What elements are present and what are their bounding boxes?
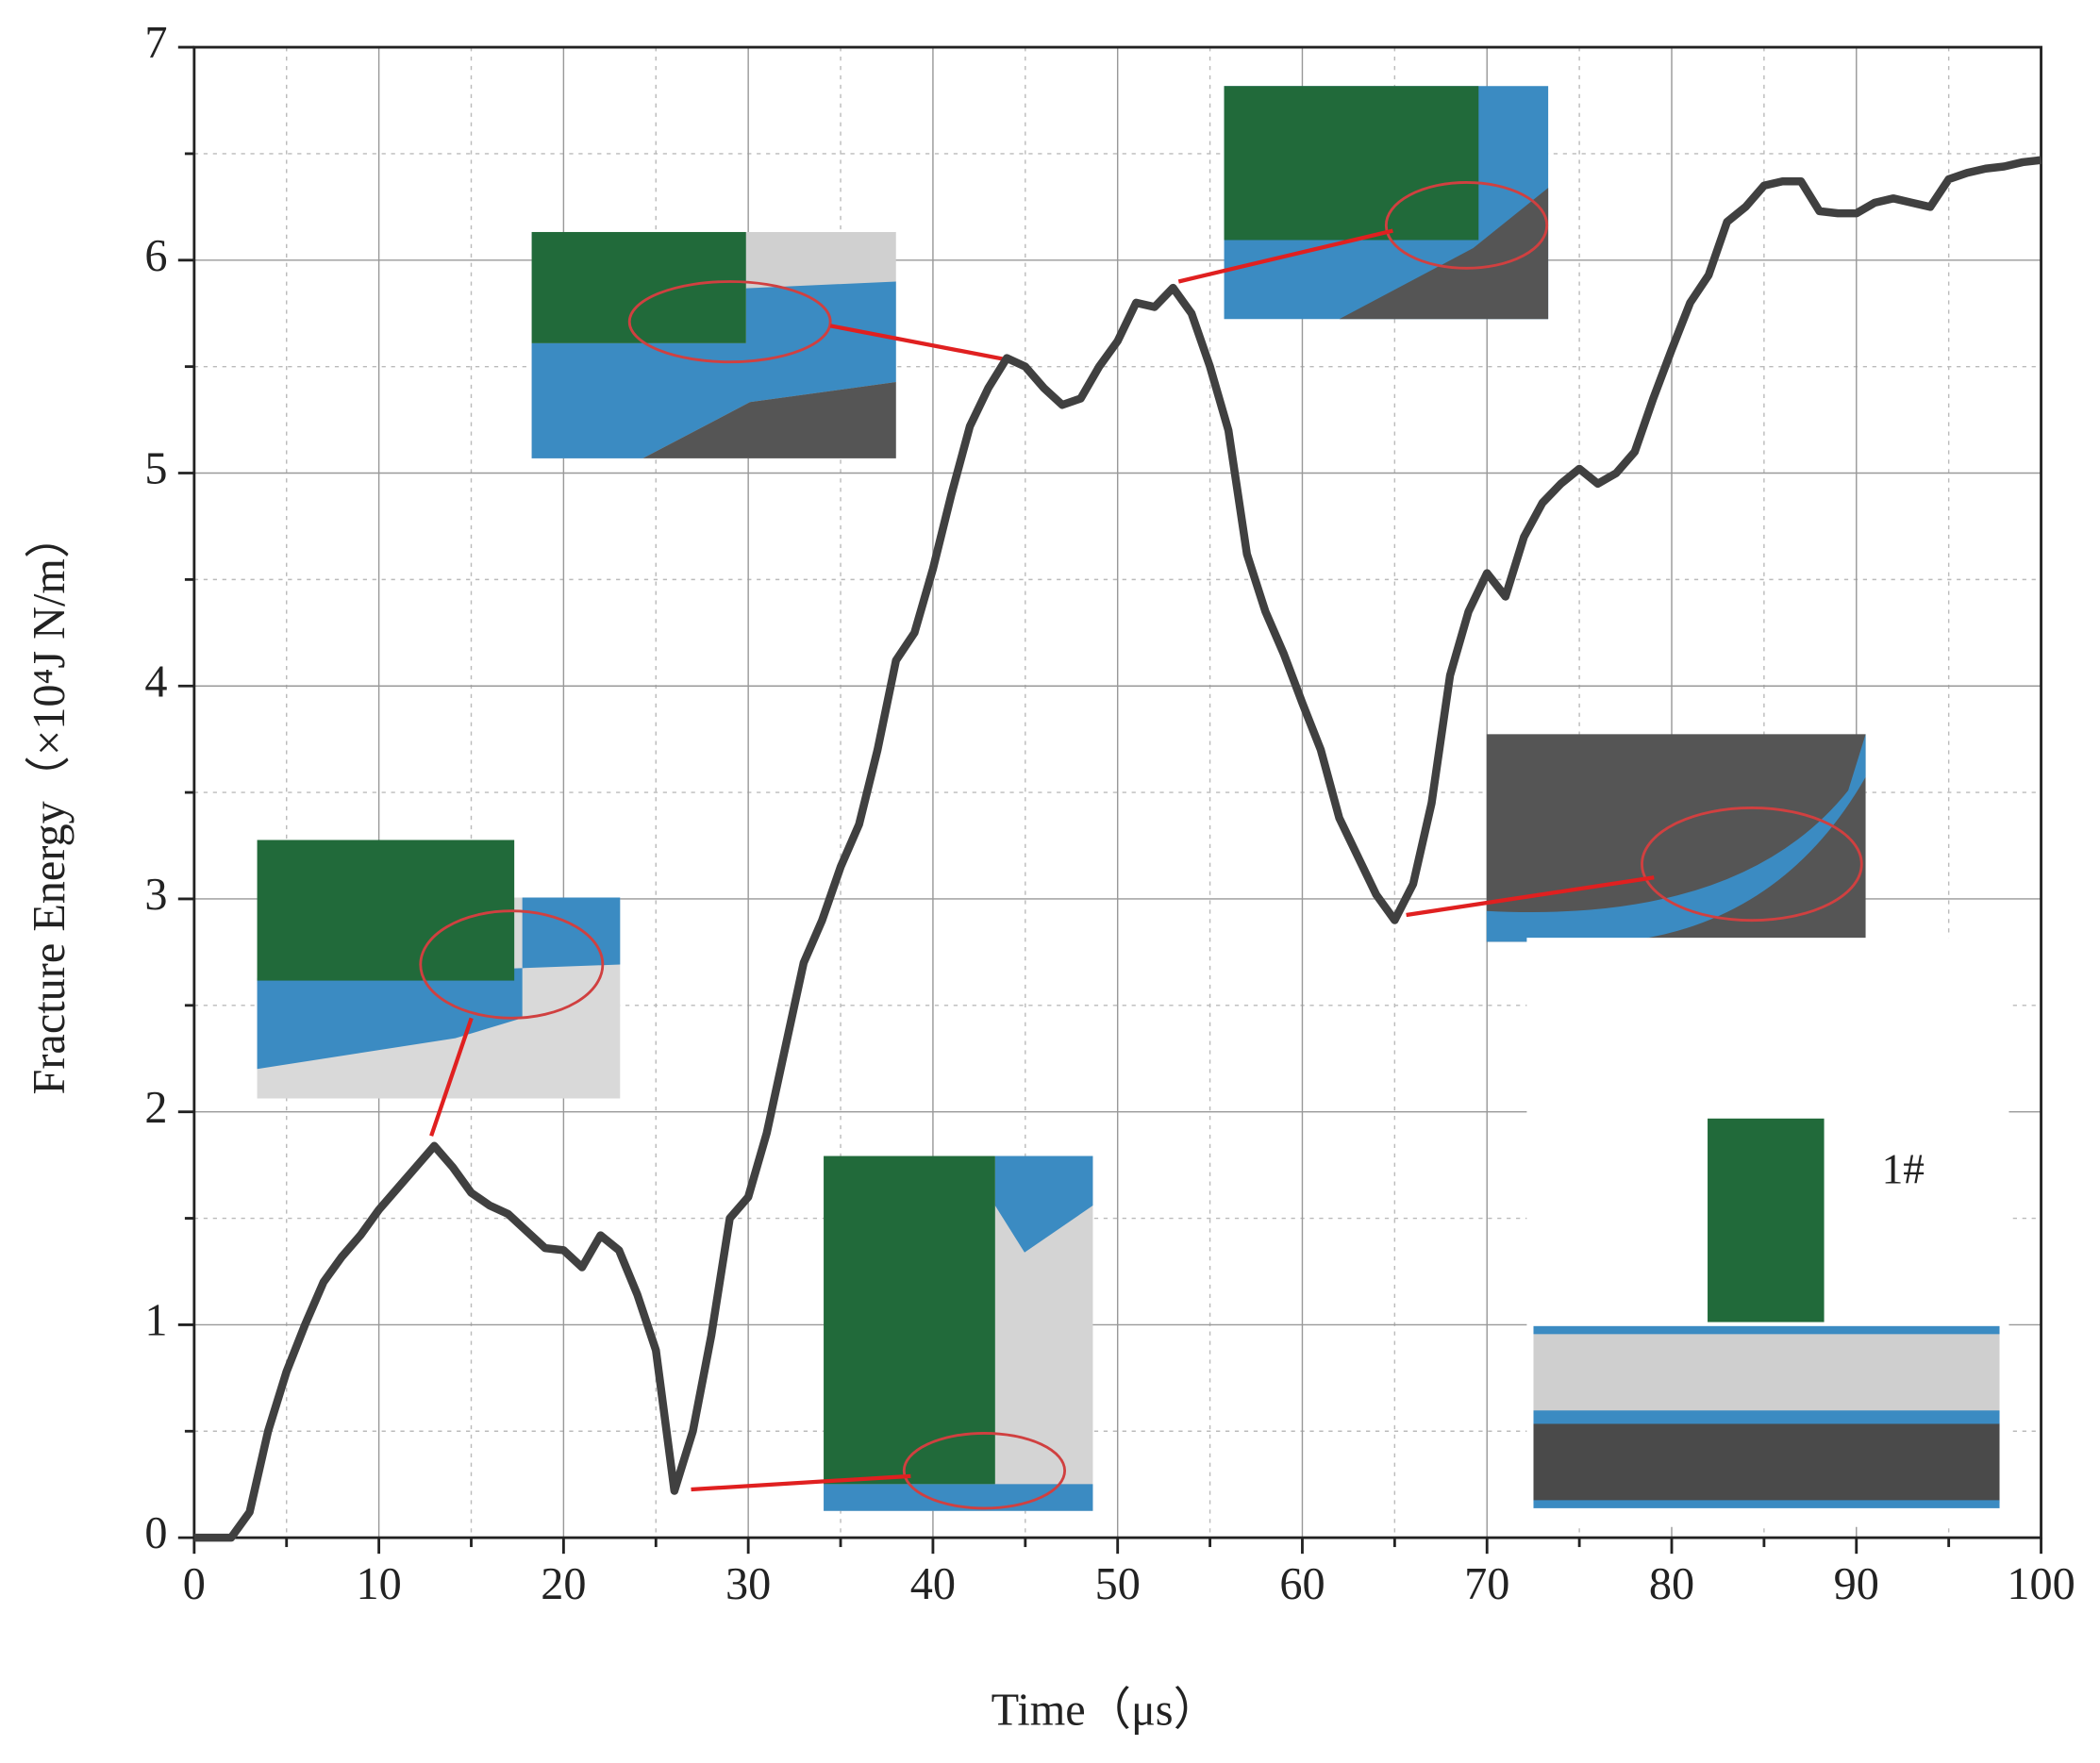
schematic-core xyxy=(1533,1422,2000,1504)
highlight xyxy=(902,1431,1067,1510)
highlight xyxy=(627,280,832,364)
highlight xyxy=(1641,807,1863,923)
x-tick-label: 50 xyxy=(1095,1559,1141,1609)
inset-block xyxy=(257,840,515,981)
x-tick-label: 80 xyxy=(1649,1559,1694,1609)
highlight xyxy=(1384,181,1549,270)
inset-layer xyxy=(1339,188,1549,320)
inset-block xyxy=(824,1156,995,1485)
schematic-block xyxy=(1708,1118,1825,1322)
leader xyxy=(1177,228,1393,284)
schematic-face xyxy=(1533,1410,2000,1424)
x-axis-label: Time（μs） xyxy=(992,1686,1219,1736)
insets: 1# xyxy=(257,86,2009,1527)
x-tick-label: 10 xyxy=(356,1559,401,1609)
leader xyxy=(829,324,1006,361)
x-tick-label: 20 xyxy=(541,1559,586,1609)
plot: 0 10 20 30 40 50 60 70 80 90 100 0 1 2 3 4 5 6 7 xyxy=(144,18,2075,1609)
inset-layer xyxy=(1486,734,1866,942)
annotation: 1# xyxy=(1882,1145,1925,1192)
x-tick-label: 40 xyxy=(910,1559,956,1609)
inset-layer xyxy=(642,381,896,458)
x-tick-label: 90 xyxy=(1834,1559,1879,1609)
data-line xyxy=(193,156,2042,1542)
x-tick-label: 60 xyxy=(1279,1559,1325,1609)
highlight xyxy=(419,909,605,1020)
schematic-face xyxy=(1533,1325,2000,1335)
y-tick-label: 4 xyxy=(144,657,167,707)
y-tick-label: 7 xyxy=(144,18,167,68)
leader xyxy=(1406,875,1655,918)
inset-block xyxy=(1224,86,1479,241)
x-tick-label: 100 xyxy=(2007,1559,2075,1609)
schematic-face xyxy=(1533,1500,2000,1508)
inset-layer xyxy=(257,897,621,1070)
y-tick-label: 3 xyxy=(144,870,167,920)
y-tick-label: 0 xyxy=(144,1508,167,1558)
y-tick-label: 2 xyxy=(144,1083,167,1133)
x-tick-label: 30 xyxy=(725,1559,771,1609)
inset-layer xyxy=(994,1156,1093,1253)
y-tick-label: 1 xyxy=(144,1295,167,1345)
leader xyxy=(429,1017,474,1137)
schematic-core xyxy=(1533,1332,2000,1414)
inset-block xyxy=(531,231,746,343)
leader xyxy=(691,1473,911,1492)
y-tick-label: 6 xyxy=(144,231,167,281)
y-tick-label: 5 xyxy=(144,444,167,494)
inset-layer xyxy=(531,281,896,458)
x-tick-label: 70 xyxy=(1464,1559,1509,1609)
x-tick-label: 0 xyxy=(183,1559,206,1609)
y-axis-label: Fracture Energy（×10⁴J N/m） xyxy=(25,513,75,1095)
